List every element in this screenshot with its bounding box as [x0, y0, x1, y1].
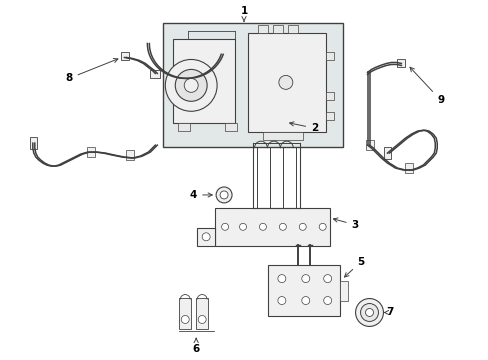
Text: 3: 3 [333, 218, 358, 230]
Bar [121, 53, 129, 60]
Bar [339, 280, 347, 301]
Circle shape [299, 223, 305, 230]
Circle shape [360, 303, 378, 321]
Bar [325, 53, 333, 60]
Circle shape [198, 315, 206, 323]
Circle shape [323, 297, 331, 305]
Bar [215, 208, 329, 246]
Circle shape [175, 69, 207, 101]
Bar [365, 140, 373, 150]
Circle shape [323, 275, 331, 283]
Bar [86, 147, 94, 157]
Circle shape [184, 78, 198, 92]
Bar [272, 24, 282, 32]
Circle shape [355, 298, 383, 327]
Circle shape [301, 275, 309, 283]
Bar [163, 23, 342, 147]
Bar [325, 92, 333, 100]
Circle shape [221, 223, 228, 230]
Circle shape [277, 297, 285, 305]
Circle shape [365, 309, 373, 316]
Text: 8: 8 [65, 59, 118, 84]
Bar [178, 123, 190, 131]
Bar [224, 123, 237, 131]
Circle shape [301, 297, 309, 305]
Bar [179, 298, 191, 329]
Circle shape [239, 223, 246, 230]
Bar [173, 39, 235, 123]
Circle shape [259, 223, 266, 230]
Bar [150, 71, 160, 78]
Circle shape [319, 223, 325, 230]
Circle shape [181, 315, 189, 323]
Text: 9: 9 [409, 67, 444, 105]
Text: 7: 7 [383, 307, 393, 318]
Text: 4: 4 [189, 190, 212, 200]
Bar [258, 24, 267, 32]
Bar [384, 147, 390, 159]
Bar [30, 137, 37, 149]
Bar [267, 265, 339, 316]
Bar [397, 59, 405, 67]
Circle shape [279, 223, 286, 230]
Text: 6: 6 [192, 338, 200, 354]
Circle shape [220, 191, 227, 199]
Bar [247, 32, 325, 132]
Bar [196, 298, 208, 329]
Text: 2: 2 [289, 122, 318, 133]
Circle shape [278, 75, 292, 89]
Polygon shape [197, 228, 215, 246]
Circle shape [277, 275, 285, 283]
Bar [287, 24, 297, 32]
Text: 1: 1 [240, 6, 247, 21]
Circle shape [216, 187, 232, 203]
Circle shape [165, 59, 217, 111]
Bar [405, 163, 412, 173]
Bar [126, 150, 134, 160]
Bar [325, 112, 333, 120]
Bar [263, 132, 302, 140]
Text: 5: 5 [344, 257, 364, 277]
Circle shape [202, 233, 210, 241]
